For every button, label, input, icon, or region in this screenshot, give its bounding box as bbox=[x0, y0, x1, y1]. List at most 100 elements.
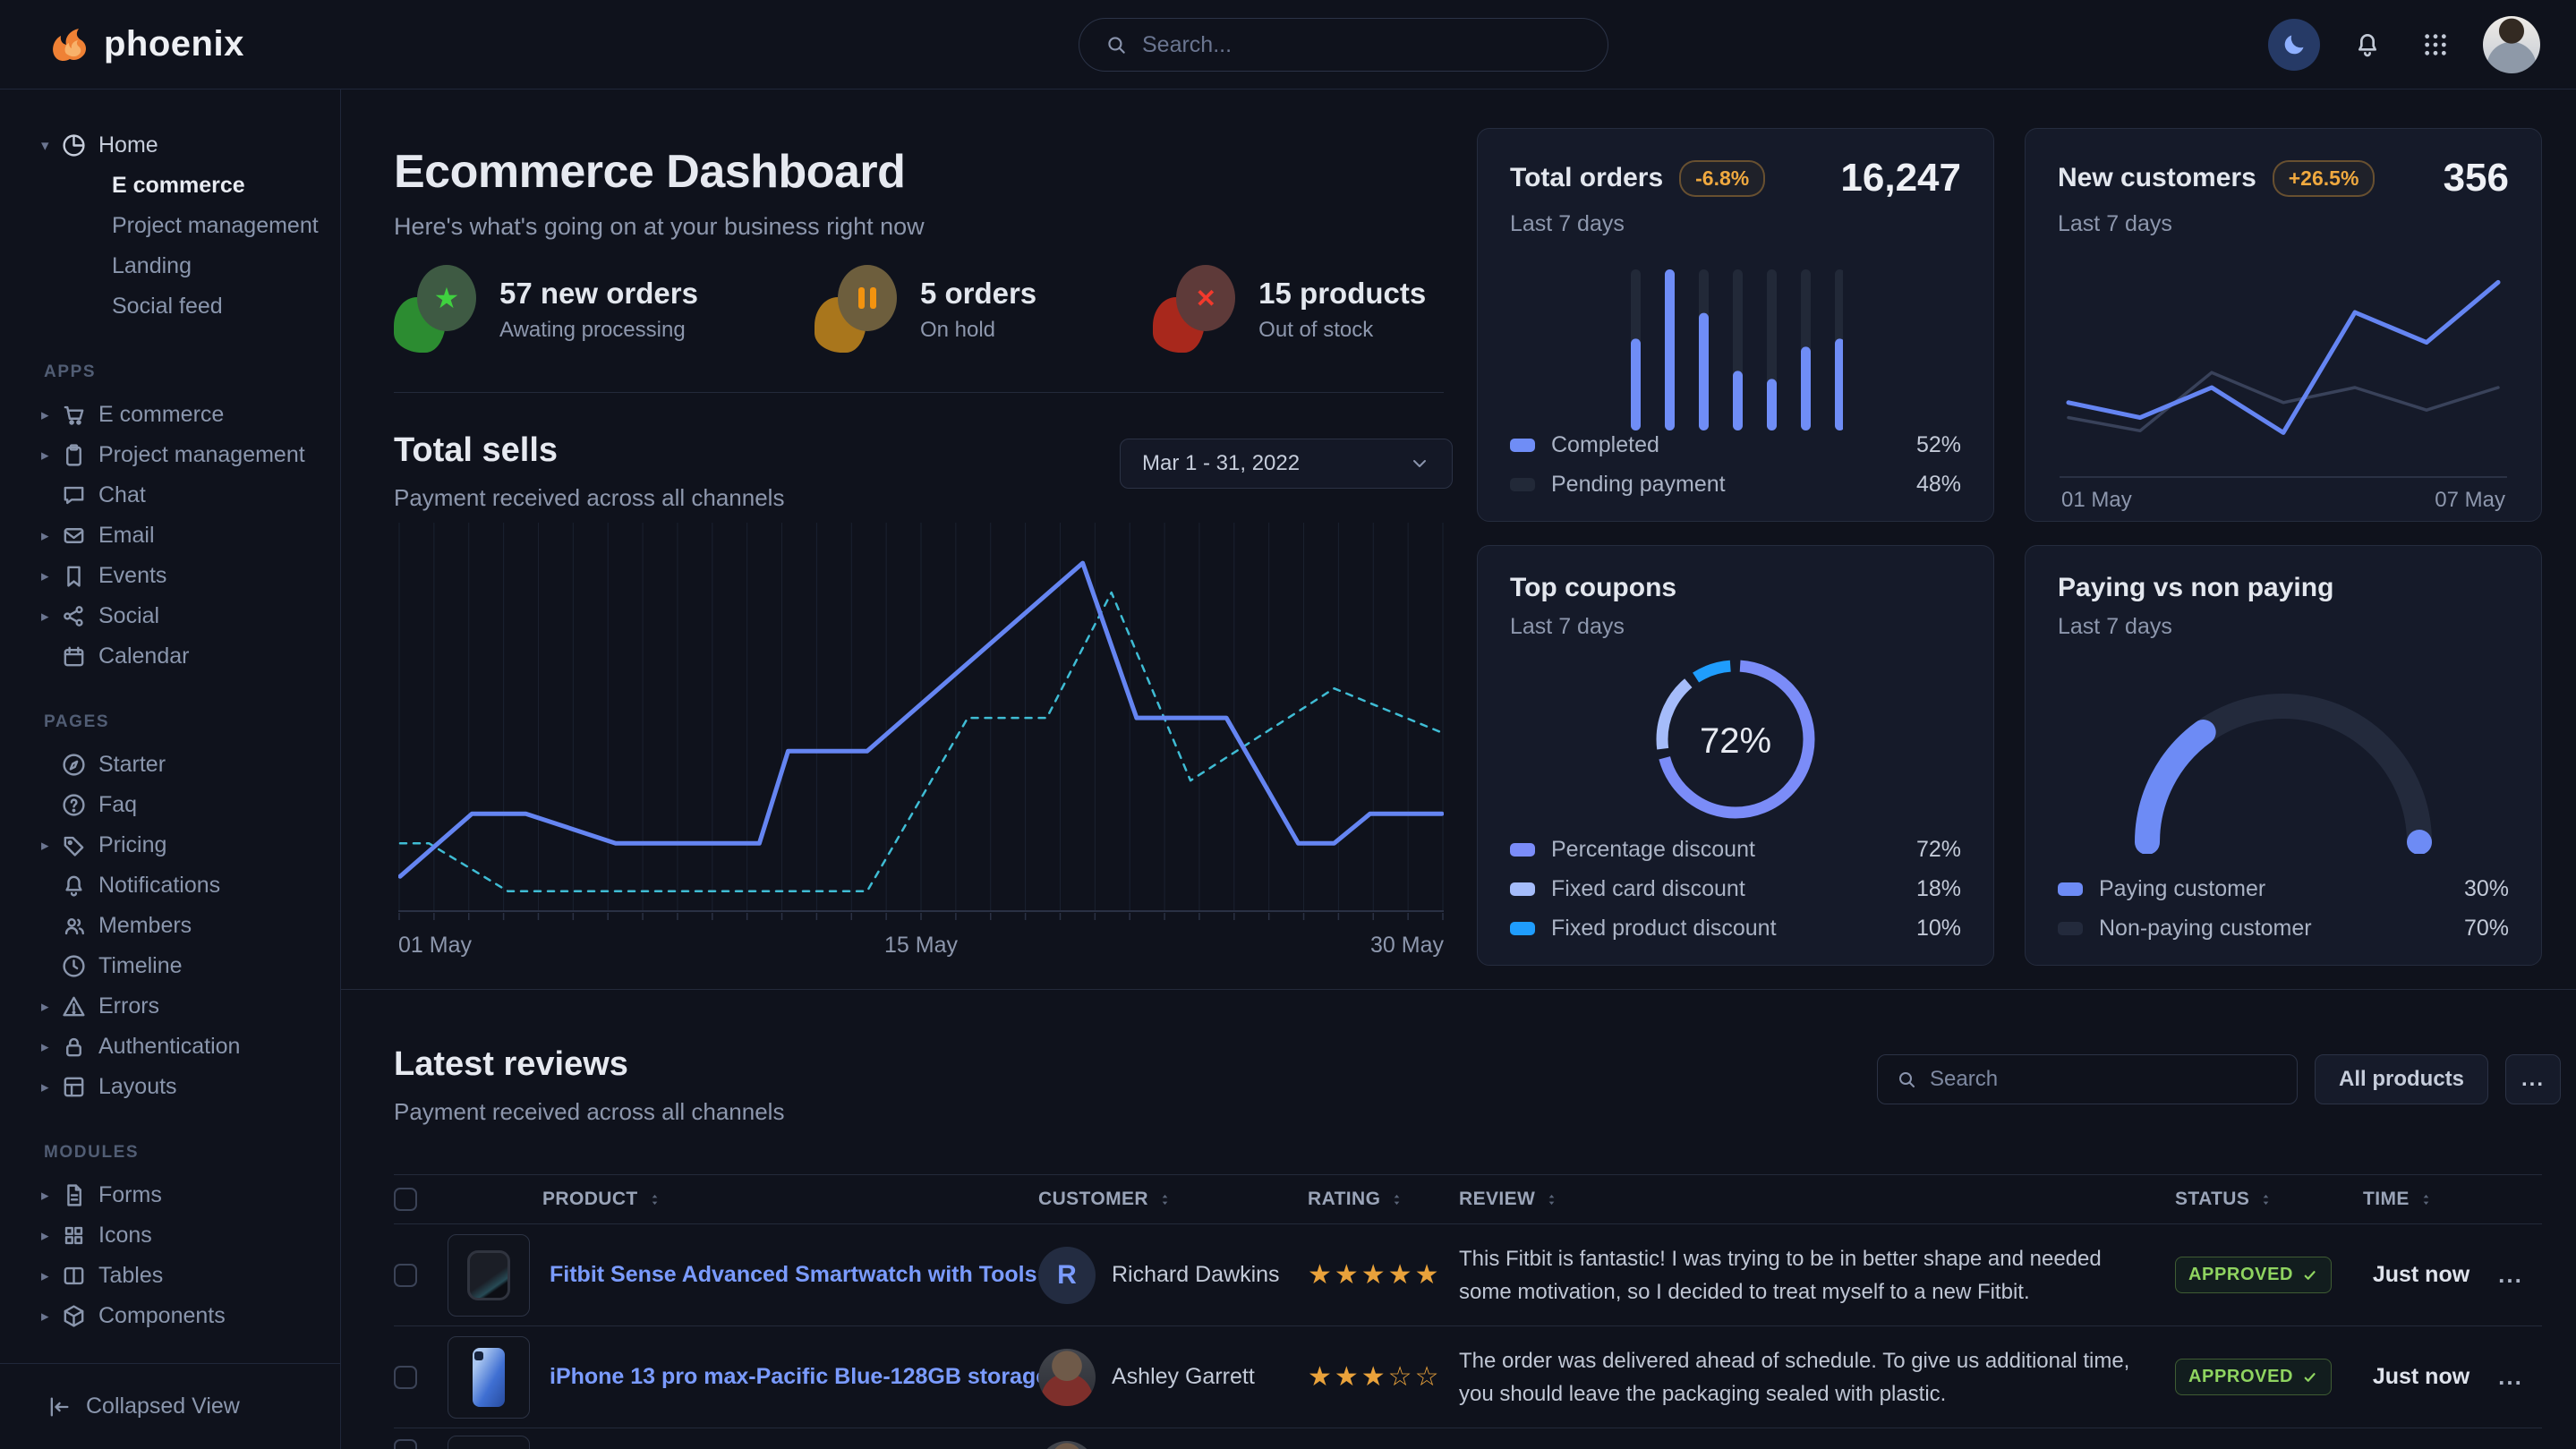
x-glyph: ✕ bbox=[1195, 284, 1216, 312]
sort-icon bbox=[1157, 1192, 1173, 1207]
brand[interactable]: phoenix bbox=[0, 23, 244, 66]
pause-glyph bbox=[857, 287, 876, 309]
sidebar-item-events[interactable]: ▸ Events bbox=[0, 556, 340, 596]
sidebar-item-starter[interactable]: Starter bbox=[0, 745, 340, 785]
reviews-search[interactable] bbox=[1877, 1054, 2298, 1104]
column-label: CUSTOMER bbox=[1038, 1189, 1148, 1209]
column-label: STATUS bbox=[2175, 1189, 2250, 1209]
x-tick: 07 May bbox=[2435, 488, 2505, 512]
theme-toggle-button[interactable] bbox=[2268, 19, 2320, 71]
global-search[interactable] bbox=[1079, 18, 1608, 72]
collapse-icon bbox=[47, 1394, 72, 1419]
legend-swatch bbox=[1510, 478, 1535, 491]
sidebar-item-label: Errors bbox=[98, 993, 160, 1019]
sidebar-item-members[interactable]: Members bbox=[0, 906, 340, 946]
row-more-button[interactable]: ... bbox=[2498, 1363, 2523, 1390]
sidebar-item-timeline[interactable]: Timeline bbox=[0, 946, 340, 986]
total-orders-card: Total orders -6.8% 16,247 Last 7 days Co… bbox=[1477, 128, 1994, 522]
column-header-rating[interactable]: RATING bbox=[1298, 1189, 1459, 1210]
apps-grid-button[interactable] bbox=[2415, 24, 2456, 65]
sidebar-item-layouts[interactable]: ▸ Layouts bbox=[0, 1067, 340, 1107]
caret-down-icon: ▾ bbox=[41, 136, 49, 154]
column-header-customer[interactable]: CUSTOMER bbox=[1029, 1189, 1298, 1210]
column-header-time[interactable]: TIME bbox=[2363, 1189, 2479, 1210]
sidebar-item-label: Social feed bbox=[112, 294, 223, 319]
sidebar-item-social-feed[interactable]: Social feed bbox=[0, 286, 340, 327]
pie-icon bbox=[61, 132, 87, 158]
select-all-checkbox[interactable] bbox=[394, 1188, 417, 1211]
date-range-select[interactable]: Mar 1 - 31, 2022 bbox=[1120, 439, 1453, 489]
card-period: Last 7 days bbox=[1510, 211, 1625, 236]
column-header-status[interactable]: STATUS bbox=[2175, 1189, 2363, 1210]
new-customers-card: New customers +26.5% 356 Last 7 days 01 … bbox=[2025, 128, 2542, 522]
reviews-search-input[interactable] bbox=[1930, 1067, 2279, 1092]
sidebar-item-icons[interactable]: ▸ Icons bbox=[0, 1215, 340, 1256]
sidebar-item-social[interactable]: ▸ Social bbox=[0, 596, 340, 636]
tag-icon bbox=[61, 832, 87, 858]
caret-right-icon: ▸ bbox=[41, 1307, 49, 1325]
sidebar-item-pricing[interactable]: ▸ Pricing bbox=[0, 825, 340, 865]
sidebar-item-home[interactable]: ▾ Home bbox=[0, 125, 340, 166]
caret-right-icon: ▸ bbox=[41, 1226, 49, 1244]
clipboard-icon bbox=[61, 442, 87, 468]
sidebar-item-label: Members bbox=[98, 913, 192, 938]
sidebar-item-e-commerce[interactable]: ▸ E commerce bbox=[0, 395, 340, 435]
stats-row: ★ 57 new orders Awating processing 5 orders… bbox=[394, 265, 1426, 354]
sidebar-item-project-management[interactable]: Project management bbox=[0, 206, 340, 246]
sidebar-item-chat[interactable]: Chat bbox=[0, 475, 340, 516]
caret-right-icon: ▸ bbox=[41, 1186, 49, 1204]
sidebar-item-tables[interactable]: ▸ Tables bbox=[0, 1256, 340, 1296]
column-header-review[interactable]: REVIEW bbox=[1459, 1189, 2175, 1210]
customer-avatar bbox=[1038, 1348, 1096, 1406]
sidebar-section-pages: PAGES bbox=[44, 712, 110, 731]
row-more-button[interactable]: ... bbox=[2498, 1261, 2523, 1288]
card-value: 356 bbox=[2443, 156, 2509, 200]
user-avatar[interactable] bbox=[2483, 16, 2540, 73]
sidebar-section-apps: APPS bbox=[44, 362, 97, 381]
stat-value: 5 orders bbox=[919, 277, 1037, 310]
sidebar-item-label: E commerce bbox=[112, 173, 245, 198]
row-checkbox[interactable] bbox=[394, 1439, 417, 1449]
card-title: Top coupons bbox=[1510, 573, 1677, 602]
check-icon bbox=[2302, 1369, 2318, 1385]
sidebar-item-components[interactable]: ▸ Components bbox=[0, 1296, 340, 1336]
bell-icon bbox=[61, 873, 87, 899]
row-checkbox[interactable] bbox=[394, 1263, 417, 1287]
latest-reviews-subtitle: Payment received across all channels bbox=[394, 1098, 785, 1125]
legend-item-paying-customer: Paying customer 30% bbox=[2058, 876, 2509, 902]
product-link[interactable]: Fitbit Sense Advanced Smartwatch with To… bbox=[550, 1262, 1083, 1287]
sidebar-item-e-commerce[interactable]: E commerce bbox=[0, 166, 340, 206]
sidebar-item-calendar[interactable]: Calendar bbox=[0, 636, 340, 677]
icon-circle bbox=[837, 265, 897, 331]
sidebar-item-project-management[interactable]: ▸ Project management bbox=[0, 435, 340, 475]
legend-swatch bbox=[1510, 922, 1535, 935]
all-products-button[interactable]: All products bbox=[2315, 1054, 2489, 1104]
sidebar-item-email[interactable]: ▸ Email bbox=[0, 516, 340, 556]
search-icon bbox=[1896, 1069, 1917, 1090]
sidebar-item-faq[interactable]: Faq bbox=[0, 785, 340, 825]
product-link[interactable]: iPhone 13 pro max-Pacific Blue-128GB sto… bbox=[550, 1364, 1049, 1389]
legend-item-non-paying-customer: Non-paying customer 70% bbox=[2058, 916, 2509, 942]
total-sells-x-axis: 01 May 15 May 30 May bbox=[398, 933, 1444, 959]
sidebar-item-notifications[interactable]: Notifications bbox=[0, 865, 340, 906]
stat-on-hold: 5 orders On hold bbox=[814, 265, 1037, 354]
sidebar-item-forms[interactable]: ▸ Forms bbox=[0, 1175, 340, 1215]
more-options-button[interactable]: ... bbox=[2505, 1054, 2562, 1104]
collapsed-view-toggle[interactable]: Collapsed View bbox=[0, 1363, 340, 1449]
x-tick: 15 May bbox=[884, 933, 958, 958]
sidebar-item-landing[interactable]: Landing bbox=[0, 246, 340, 286]
sidebar-item-label: Project management bbox=[98, 442, 305, 467]
sidebar-item-authentication[interactable]: ▸ Authentication bbox=[0, 1027, 340, 1067]
row-checkbox[interactable] bbox=[394, 1365, 417, 1389]
sidebar-item-label: Tables bbox=[98, 1263, 164, 1288]
chat-icon bbox=[61, 482, 87, 508]
global-search-input[interactable] bbox=[1142, 31, 1582, 58]
nine-dots-icon bbox=[2421, 30, 2450, 59]
sidebar-item-label: Layouts bbox=[98, 1074, 177, 1099]
notifications-button[interactable] bbox=[2347, 24, 2388, 65]
layout-icon bbox=[61, 1074, 87, 1100]
caret-right-icon: ▸ bbox=[41, 405, 49, 423]
caret-right-icon: ▸ bbox=[41, 836, 49, 854]
column-header-product[interactable]: PRODUCT bbox=[444, 1189, 1029, 1210]
sidebar-item-errors[interactable]: ▸ Errors bbox=[0, 986, 340, 1027]
